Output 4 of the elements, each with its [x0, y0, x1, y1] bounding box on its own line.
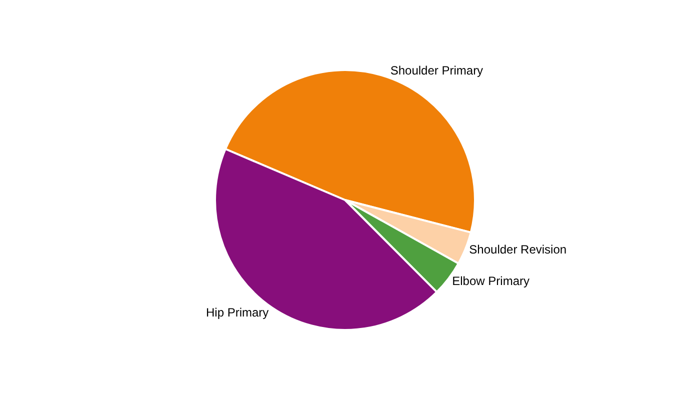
slice-label: Hip Primary — [206, 305, 269, 320]
slice-label: Shoulder Primary — [390, 64, 484, 78]
slice-label: Elbow Primary — [452, 274, 530, 288]
slice-label: Shoulder Revision — [469, 242, 567, 256]
